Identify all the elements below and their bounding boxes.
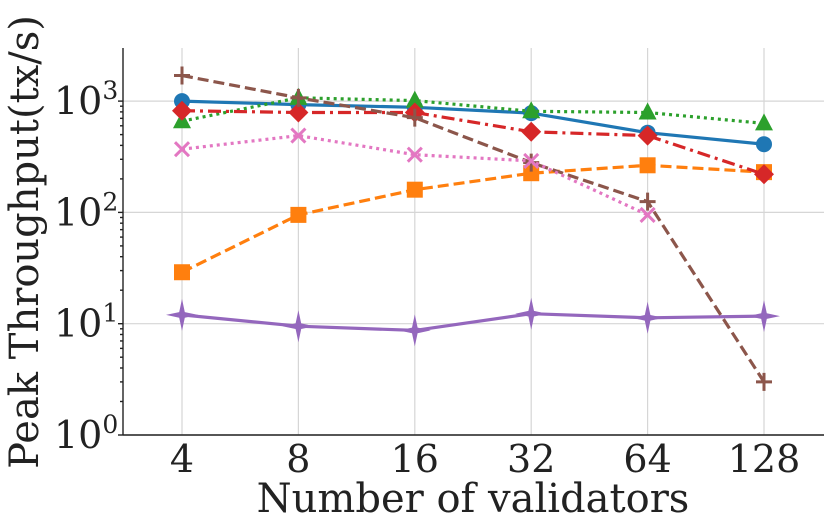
- series-line-blue: [181, 99, 765, 146]
- x-tick-label: 128: [728, 437, 801, 481]
- series-line-brown: [181, 73, 766, 383]
- data-point-star: [748, 300, 780, 333]
- data-point-triangle: [638, 102, 657, 120]
- x-tick-label: 8: [286, 437, 310, 481]
- data-point-diamond: [637, 125, 658, 146]
- series-line-red: [181, 109, 765, 176]
- y-tick-label: 102: [54, 187, 118, 234]
- data-point-diamond: [172, 100, 192, 121]
- series-brown: [174, 66, 772, 391]
- x-tick-label: 64: [623, 437, 671, 481]
- data-point-star: [515, 297, 548, 330]
- x-axis-title: Number of validators: [257, 476, 690, 522]
- data-point-plus: [639, 192, 656, 211]
- data-point-triangle: [405, 90, 424, 108]
- data-point-diamond: [754, 164, 774, 185]
- data-point-x: [173, 141, 191, 158]
- data-point-diamond: [521, 121, 542, 142]
- data-point-triangle: [755, 113, 773, 131]
- y-tick-label: 100: [54, 410, 118, 457]
- data-point-x: [406, 146, 423, 163]
- data-point-star: [398, 314, 431, 347]
- data-point-circle: [756, 136, 772, 153]
- y-tick-label: 101: [54, 299, 118, 346]
- data-point-plus: [174, 66, 190, 85]
- series-line-pink: [181, 133, 649, 217]
- y-tick-label: 103: [54, 76, 118, 123]
- data-point-star: [282, 310, 315, 343]
- data-point-star: [166, 298, 198, 331]
- data-point-diamond: [288, 102, 309, 123]
- data-point-plus: [756, 372, 772, 391]
- data-point-star: [631, 301, 664, 334]
- series-line-green: [181, 96, 765, 125]
- data-point-square: [406, 181, 423, 198]
- series-orange: [174, 157, 772, 281]
- x-tick-label: 4: [170, 437, 194, 481]
- x-tick-label: 32: [507, 437, 555, 481]
- series-line-purple: [181, 312, 765, 333]
- x-tick-label: 16: [391, 437, 439, 481]
- data-point-plus: [406, 108, 423, 127]
- data-point-plus: [290, 88, 307, 107]
- data-point-x: [290, 127, 307, 144]
- tick-labels: 4 8 16 32 64 128 100 101 102 103: [54, 76, 800, 481]
- data-point-square: [639, 157, 656, 174]
- series-purple: [166, 297, 780, 347]
- y-axis-title: Peak Throughput(tx/s): [2, 15, 48, 469]
- series-red: [172, 100, 774, 185]
- data-point-square: [290, 206, 307, 223]
- series-line-orange: [181, 163, 765, 274]
- data-point-x: [523, 152, 540, 169]
- series-pink: [173, 127, 656, 223]
- data-point-square: [174, 264, 190, 281]
- data-point-triangle: [522, 101, 541, 119]
- data-point-x: [639, 206, 656, 223]
- data-point-square: [523, 165, 540, 182]
- series: [166, 66, 780, 391]
